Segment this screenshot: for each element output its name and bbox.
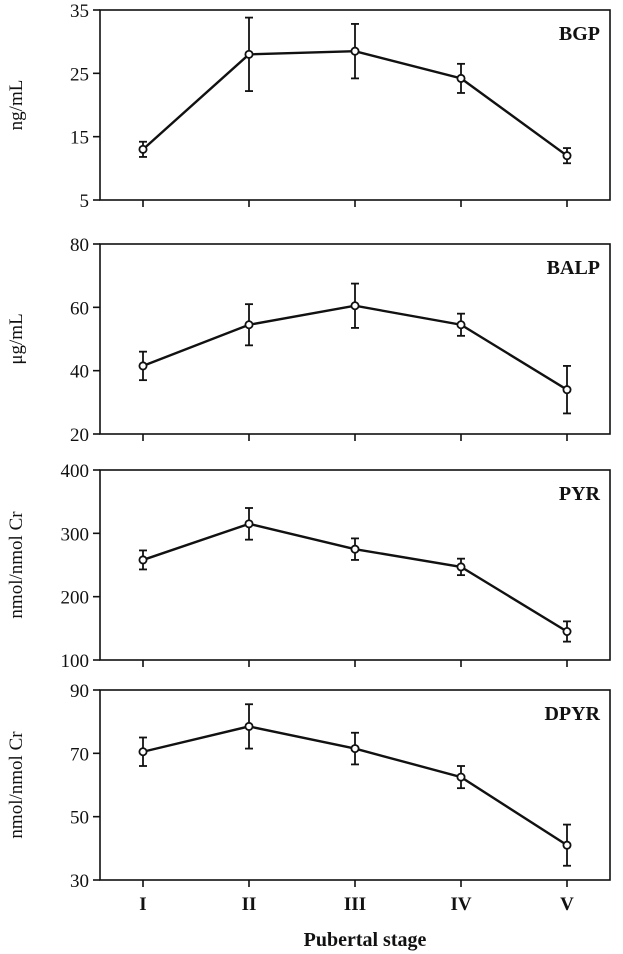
data-point	[562, 151, 572, 161]
y-tick-label: 5	[80, 191, 90, 212]
plot-frame	[99, 243, 611, 435]
data-point	[244, 49, 254, 59]
data-point	[562, 627, 572, 637]
y-tick-label: 40	[70, 362, 89, 383]
y-tick-label: 30	[70, 871, 89, 892]
y-tick-label: 50	[70, 808, 89, 829]
data-point	[138, 747, 148, 757]
y-axis-title: nmol/nmol Cr	[6, 731, 27, 839]
chart-panels: 5 15 25 35 ng/mL BGP 20 40 60 80 μg/mL BALP 100 200 30…	[6, 1, 611, 892]
data-point	[456, 772, 466, 782]
panel-title: BALP	[547, 257, 600, 279]
data-point	[138, 144, 148, 154]
y-tick-label: 25	[70, 64, 89, 85]
y-tick-label: 60	[70, 298, 89, 319]
y-axis-title: ng/mL	[6, 80, 27, 131]
y-tick-label: 35	[70, 1, 89, 22]
data-point	[244, 320, 254, 330]
data-point	[350, 744, 360, 754]
y-tick-label: 400	[61, 461, 90, 482]
panel-title: BGP	[559, 23, 600, 45]
chart-panel-dpyr: 30 50 70 90 nmol/nmol Cr DPYR	[6, 681, 611, 892]
data-point	[562, 840, 572, 850]
x-axis-labels: I II III IV V	[139, 894, 574, 915]
y-tick-label: 70	[70, 744, 89, 765]
data-point	[244, 721, 254, 731]
data-point	[456, 73, 466, 83]
y-tick-label: 300	[61, 524, 90, 545]
data-point	[138, 361, 148, 371]
x-tick-label: III	[344, 894, 366, 915]
y-axis-title: μg/mL	[6, 313, 27, 364]
panel-title: DPYR	[544, 703, 600, 725]
x-tick-label: II	[242, 894, 257, 915]
panel-title: PYR	[559, 483, 601, 505]
data-point	[562, 385, 572, 395]
x-tick-label: IV	[450, 894, 471, 915]
data-point	[350, 544, 360, 554]
y-tick-label: 15	[70, 128, 89, 149]
y-tick-label: 200	[61, 588, 90, 609]
x-tick-label: V	[560, 894, 574, 915]
data-point	[350, 301, 360, 311]
y-tick-label: 90	[70, 681, 89, 702]
y-tick-label: 80	[70, 235, 89, 256]
chart-panel-pyr: 100 200 300 400 nmol/nmol Cr PYR	[6, 461, 611, 672]
y-tick-label: 20	[70, 425, 89, 446]
y-axis-title: nmol/nmol Cr	[6, 511, 27, 619]
plot-frame	[99, 689, 611, 881]
data-point	[138, 555, 148, 565]
chart-panel-bgp: 5 15 25 35 ng/mL BGP	[6, 1, 611, 212]
x-tick-label: I	[139, 894, 146, 915]
data-point	[350, 46, 360, 56]
data-point	[456, 320, 466, 330]
data-point	[456, 562, 466, 572]
y-tick-label: 100	[61, 651, 90, 672]
plot-frame	[99, 469, 611, 661]
chart-panel-balp: 20 40 60 80 μg/mL BALP	[6, 235, 611, 446]
x-axis-title: Pubertal stage	[304, 929, 427, 951]
data-point	[244, 519, 254, 529]
